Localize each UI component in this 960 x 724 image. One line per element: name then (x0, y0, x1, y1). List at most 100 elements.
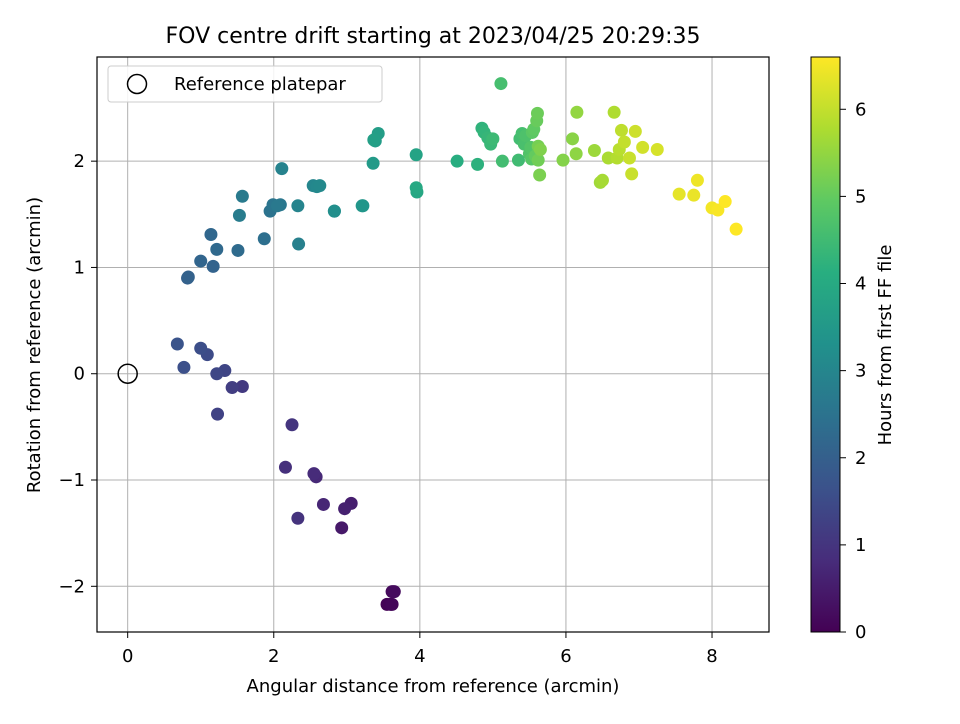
x-axis-label: Angular distance from reference (arcmin) (247, 676, 620, 697)
data-point (607, 105, 621, 119)
data-point (211, 407, 225, 421)
data-point (471, 157, 485, 171)
y-axis-label: Rotation from reference (arcmin) (24, 197, 45, 493)
x-tick-label: 6 (560, 646, 571, 667)
colorbar-ticks: 0 1 2 3 4 5 6 (840, 99, 866, 643)
data-point (566, 132, 580, 146)
data-point (494, 77, 508, 91)
colorbar-gradient (810, 56, 841, 633)
data-point (275, 162, 289, 176)
data-point (486, 132, 500, 146)
colorbar-tick-label: 3 (855, 361, 866, 382)
data-point (177, 360, 191, 374)
data-point (495, 154, 509, 168)
data-point (387, 585, 401, 599)
data-point (231, 243, 245, 257)
legend-box (107, 65, 383, 103)
data-point (409, 181, 423, 195)
data-point (718, 195, 732, 209)
data-point (366, 156, 380, 170)
data-point (307, 467, 321, 481)
colorbar-tick-label: 5 (855, 186, 866, 207)
data-point (257, 232, 271, 246)
legend-label-reference: Reference platepar (174, 74, 346, 95)
data-point (530, 106, 544, 120)
data-point (210, 242, 224, 256)
x-axis-ticks: 0 2 4 6 8 (122, 632, 718, 667)
data-point (650, 142, 664, 156)
data-point (210, 367, 224, 381)
x-tick-label: 4 (414, 646, 425, 667)
colorbar-tick-label: 6 (855, 99, 866, 120)
data-point (291, 199, 305, 213)
data-point (636, 140, 650, 154)
data-point (194, 254, 208, 268)
data-point (338, 502, 352, 516)
data-point (711, 203, 725, 217)
data-point (672, 187, 686, 201)
data-point (450, 154, 464, 168)
colorbar-tick-label: 4 (855, 274, 866, 295)
y-axis-ticks: −2 −1 0 1 2 (58, 151, 97, 597)
reference-platepar-marker (117, 363, 138, 384)
data-point (170, 337, 184, 351)
colorbar-tick-label: 0 (855, 622, 866, 643)
y-tick-label: 2 (74, 151, 85, 172)
legend: Reference platepar (107, 65, 383, 103)
data-point (313, 179, 327, 193)
data-point (316, 497, 330, 511)
data-point (206, 259, 220, 273)
y-tick-label: −2 (58, 576, 85, 597)
data-point (690, 173, 704, 187)
plot-frame (96, 56, 770, 633)
x-tick-label: 2 (268, 646, 279, 667)
data-point (617, 135, 631, 149)
data-point (511, 153, 525, 167)
data-point (194, 341, 208, 355)
data-point (285, 418, 299, 432)
data-point (355, 199, 369, 213)
colorbar-tick-label: 1 (855, 535, 866, 556)
data-point (569, 147, 583, 161)
y-tick-label: 0 (74, 364, 85, 385)
data-point (570, 105, 584, 119)
data-point (291, 511, 305, 525)
data-point (409, 148, 423, 162)
data-point (292, 237, 306, 251)
data-point (278, 460, 292, 474)
data-point (533, 168, 547, 182)
colorbar-tick-label: 2 (855, 448, 866, 469)
data-point (225, 381, 239, 395)
data-point (385, 597, 399, 611)
data-point (204, 227, 218, 241)
y-tick-label: 1 (74, 257, 85, 278)
data-point (625, 167, 639, 181)
data-point (595, 173, 609, 187)
data-point (729, 222, 743, 236)
data-point (181, 270, 195, 284)
data-point (235, 189, 249, 203)
data-point (614, 123, 628, 137)
data-points (117, 77, 743, 611)
colorbar: 0 1 2 3 4 5 6 Hours from first FF file (810, 56, 896, 643)
y-tick-label: −1 (58, 470, 85, 491)
data-point (232, 208, 246, 222)
colorbar-label: Hours from first FF file (875, 245, 896, 446)
legend-marker-reference (126, 73, 148, 95)
data-point (335, 521, 349, 535)
data-point (587, 144, 601, 158)
data-point (556, 153, 570, 167)
data-point (367, 133, 381, 147)
x-tick-label: 8 (706, 646, 717, 667)
x-tick-label: 0 (122, 646, 133, 667)
data-point (270, 199, 284, 213)
data-point (531, 153, 545, 167)
data-point (327, 204, 341, 218)
data-point (533, 142, 547, 156)
chart-title: FOV centre drift starting at 2023/04/25 … (166, 24, 701, 49)
data-point (622, 151, 636, 165)
data-point (687, 188, 701, 202)
data-point (628, 124, 642, 138)
